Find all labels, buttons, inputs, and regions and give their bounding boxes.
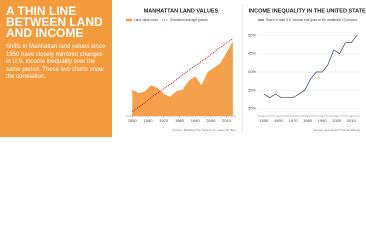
chart-title: INCOME INEQUALITY IN THE UNITED STATES bbox=[249, 8, 366, 14]
x-tick-label: 2010 bbox=[347, 118, 357, 123]
source: Source: "Building The Skyline" by Jason … bbox=[172, 128, 236, 132]
line bbox=[263, 35, 358, 99]
x-tick-label: 1960 bbox=[144, 118, 154, 123]
charts: MANHATTAN LAND VALUES Land value index Smo… bbox=[126, 4, 366, 133]
x-tick-label: 2000 bbox=[206, 118, 216, 123]
page: A THIN LINE BETWEEN LAND AND INCOME Shif… bbox=[0, 0, 366, 137]
y-tick-label: 50% bbox=[248, 32, 256, 37]
y-tick-label: 30% bbox=[248, 106, 256, 111]
x-tick-label: 1950 bbox=[128, 118, 138, 123]
source: Source: Economist Thomas Piketty bbox=[313, 128, 360, 132]
x-tick-label: 2000 bbox=[332, 118, 342, 123]
y-tick-label: 35% bbox=[248, 87, 256, 92]
legend-label: Smoothed average growth bbox=[170, 18, 208, 22]
x-tick-label: 1970 bbox=[159, 118, 169, 123]
x-tick-label: 1960 bbox=[274, 118, 284, 123]
x-tick-label: 1980 bbox=[175, 118, 185, 123]
x-tick-label: 2010 bbox=[222, 118, 232, 123]
x-tick-label: 1950 bbox=[259, 118, 269, 123]
panel-title: A THIN LINE BETWEEN LAND AND INCOME bbox=[6, 4, 103, 40]
x-tick-label: 1970 bbox=[289, 118, 299, 123]
y-tick-label: 40% bbox=[248, 69, 256, 74]
x-tick-label: 1980 bbox=[303, 118, 313, 123]
x-tick-label: 1990 bbox=[318, 118, 328, 123]
legend-label: Land value index bbox=[134, 18, 159, 22]
line bbox=[131, 38, 234, 113]
panel-body: Shifts in Manhattan land values since 19… bbox=[6, 44, 106, 81]
legend-label: Share of total U.S. income that goes to … bbox=[266, 18, 357, 22]
chart-title: MANHATTAN LAND VALUES bbox=[144, 8, 219, 14]
x-tick-label: 1990 bbox=[191, 118, 201, 123]
intro-panel: A THIN LINE BETWEEN LAND AND INCOME Shif… bbox=[0, 0, 112, 137]
area bbox=[132, 41, 233, 117]
y-tick-label: 45% bbox=[248, 51, 256, 56]
